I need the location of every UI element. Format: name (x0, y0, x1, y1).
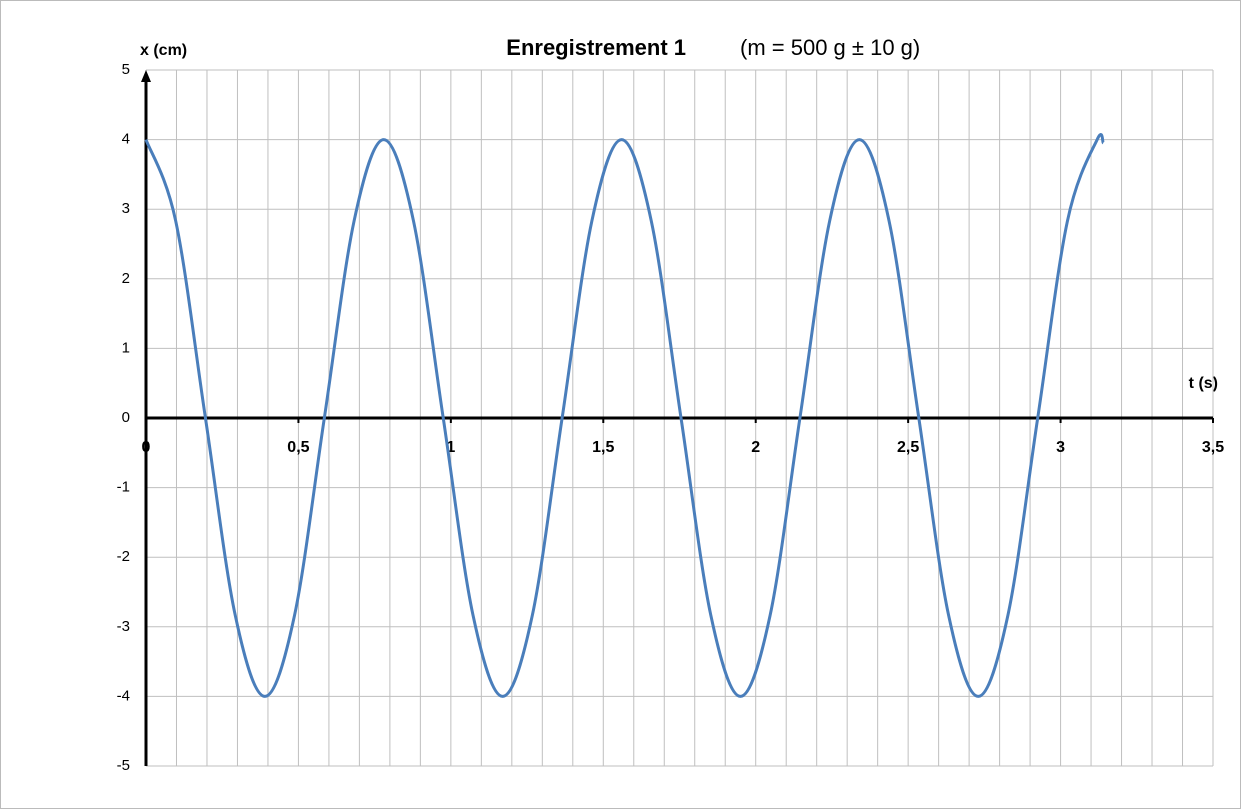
y-tick-label: -4 (117, 687, 130, 704)
x-tick-label: 3 (1056, 439, 1065, 456)
chart-subtitle: (m = 500 g ± 10 g) (740, 35, 920, 60)
x-tick-label: 0,5 (287, 439, 309, 456)
x-axis-label: t (s) (1189, 375, 1218, 392)
y-axis-arrow (141, 70, 151, 82)
y-tick-label: -5 (117, 757, 130, 774)
y-tick-label: -2 (117, 548, 130, 565)
data-line (144, 133, 1105, 698)
y-tick-label: 2 (122, 270, 130, 287)
x-tick-label: 2 (751, 439, 760, 456)
x-tick-label: 1 (446, 439, 455, 456)
y-tick-label: 3 (122, 200, 130, 217)
y-tick-label: 4 (122, 131, 130, 148)
x-tick-label: 2,5 (897, 439, 919, 456)
x-tick-label: 1,5 (592, 439, 614, 456)
y-tick-label: -3 (117, 618, 130, 635)
x-tick-label: 3,5 (1202, 439, 1224, 456)
y-tick-label: 0 (122, 409, 130, 426)
y-tick-label: 5 (122, 61, 130, 78)
y-tick-label: 1 (122, 339, 130, 356)
chart-title: Enregistrement 1 (506, 35, 686, 60)
y-axis-label: x (cm) (140, 42, 187, 59)
y-tick-label: -1 (117, 479, 130, 496)
